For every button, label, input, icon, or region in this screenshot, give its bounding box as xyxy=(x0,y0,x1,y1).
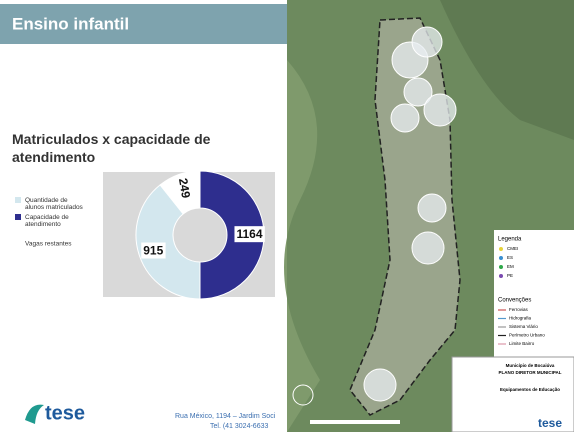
legend-dot xyxy=(499,265,503,269)
legend-dot xyxy=(499,256,503,260)
map-convention-label: Limite Bairro xyxy=(509,341,535,346)
legend-label: Vagas restantes xyxy=(25,241,72,248)
map-convention-label: Perímetro Urbano xyxy=(509,333,545,338)
legend-swatch xyxy=(15,214,21,220)
header-title: Ensino infantil xyxy=(12,14,129,33)
title-block-text: Equipamentos de Educação xyxy=(500,387,560,392)
legend-swatch xyxy=(15,197,21,203)
map-legend-label: CMEI xyxy=(507,246,518,251)
data-label: 915 xyxy=(143,243,163,257)
data-label: 1164 xyxy=(236,227,262,241)
map-conventions-title: Convenções xyxy=(498,298,531,304)
footer-phone: Tel. (41 3024-6633 xyxy=(210,423,268,430)
footer-address: Rua México, 1194 – Jardim Soci xyxy=(175,413,276,420)
map-convention-label: Hidrografia xyxy=(509,316,532,321)
logo-text: tese xyxy=(538,416,562,430)
scale-bar xyxy=(310,420,400,424)
slide: Ensino infantil Matriculados x capacidad… xyxy=(0,0,574,432)
map-legend-label: EM xyxy=(507,264,514,269)
map-legend xyxy=(494,230,574,357)
slide-canvas: Ensino infantil Matriculados x capacidad… xyxy=(0,0,574,432)
map-legend-label: ES xyxy=(507,255,513,260)
legend-dot xyxy=(499,247,503,251)
map-legend-label: PE xyxy=(507,273,513,278)
map-convention-label: Ferrovias xyxy=(509,307,529,312)
legend-dot xyxy=(499,274,503,278)
title-block-text: Município de Bocaiúva xyxy=(506,363,555,368)
map-convention-label: Sistema Viário xyxy=(509,324,538,329)
title-block-text: PLANO DIRETOR MUNICIPAL xyxy=(498,370,561,375)
logo-text: tese xyxy=(45,402,85,424)
map-legend-title: Legenda xyxy=(498,237,522,243)
